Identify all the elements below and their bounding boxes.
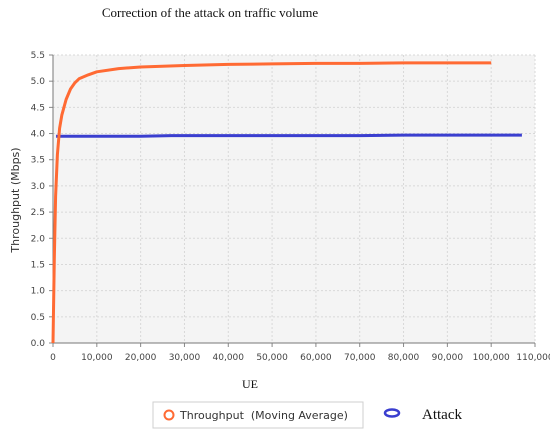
y-tick-label: 3.5 bbox=[31, 156, 45, 166]
x-tick-label: 70,000 bbox=[344, 353, 376, 363]
y-tick-label: 5.5 bbox=[31, 51, 45, 61]
x-tick-label: 0 bbox=[50, 353, 56, 363]
plot-area bbox=[53, 55, 535, 343]
y-tick-label: 2.0 bbox=[31, 234, 46, 244]
y-tick-label: 4.0 bbox=[31, 130, 46, 140]
legend-marker-attack bbox=[383, 408, 401, 418]
x-tick-label: 110,000 bbox=[516, 353, 550, 363]
x-tick-label: 40,000 bbox=[213, 353, 245, 363]
legend-label-attack: Attack bbox=[422, 407, 462, 423]
x-tick-label: 80,000 bbox=[388, 353, 420, 363]
x-tick-label: 100,000 bbox=[473, 353, 510, 363]
y-tick-label: 0.5 bbox=[31, 313, 45, 323]
y-tick-label: 3.0 bbox=[31, 182, 46, 192]
legend: Throughput (Moving Average) Attack bbox=[152, 401, 462, 429]
x-axis-label: UE bbox=[242, 377, 258, 391]
y-tick-label: 0.0 bbox=[31, 339, 46, 349]
x-tick-label: 20,000 bbox=[125, 353, 157, 363]
y-tick-label: 1.0 bbox=[31, 287, 46, 297]
series-line-attack bbox=[56, 133, 522, 138]
chart-title: Correction of the attack on traffic volu… bbox=[102, 5, 319, 20]
y-axis-label: Throughput (Mbps) bbox=[9, 147, 22, 253]
y-tick-label: 5.0 bbox=[31, 77, 46, 87]
x-tick-label: 60,000 bbox=[300, 353, 332, 363]
x-tick-label: 50,000 bbox=[256, 353, 288, 363]
legend-label-throughput: Throughput (Moving Average) bbox=[179, 409, 348, 422]
x-tick-label: 10,000 bbox=[81, 353, 113, 363]
y-tick-label: 4.5 bbox=[31, 103, 45, 113]
series-line-throughput bbox=[51, 61, 492, 344]
y-tick-label: 2.5 bbox=[31, 208, 45, 218]
x-tick-label: 90,000 bbox=[432, 353, 464, 363]
axes: 0 10,000 20,000 30,000 40,000 50,000 60,000 70,… bbox=[31, 51, 550, 363]
legend-marker-throughput bbox=[163, 409, 175, 421]
legend-box bbox=[152, 401, 364, 429]
series-layer bbox=[51, 61, 522, 344]
x-tick-label: 30,000 bbox=[169, 353, 201, 363]
y-tick-label: 1.5 bbox=[31, 260, 45, 270]
